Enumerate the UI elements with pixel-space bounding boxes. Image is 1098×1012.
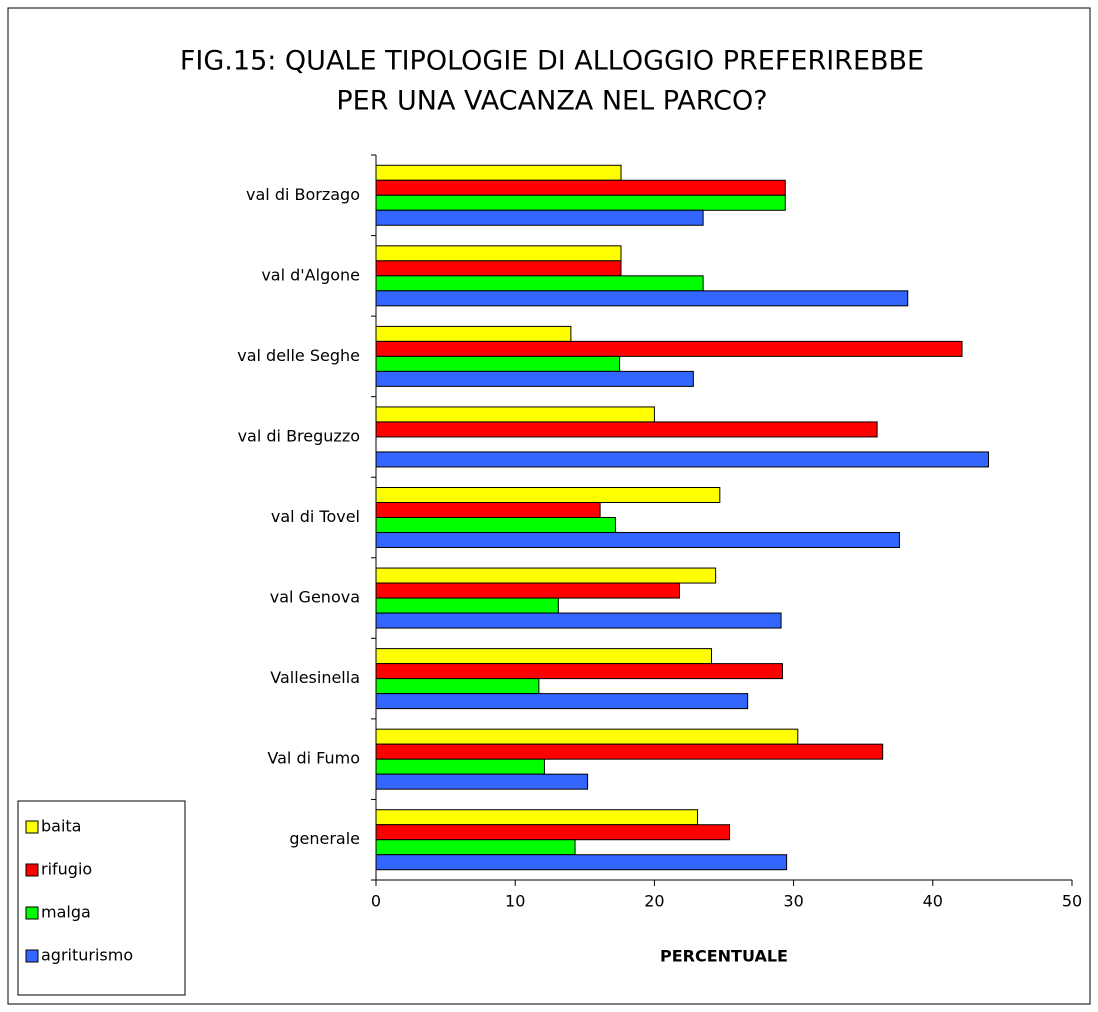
bar <box>375 487 721 503</box>
bar <box>375 355 621 372</box>
legend-swatch <box>25 863 39 877</box>
bar <box>375 275 704 292</box>
chart-title: FIG.15: QUALE TIPOLOGIE DI ALLOGGIO PREF… <box>180 46 924 77</box>
legend-swatch <box>25 949 39 963</box>
y-tick-label: val di Tovel <box>271 507 360 526</box>
bar <box>375 164 622 181</box>
legend-label: agriturismo <box>41 946 133 965</box>
y-tick-label: Vallesinella <box>270 668 360 687</box>
bar <box>375 612 782 629</box>
bar <box>375 678 540 695</box>
bar <box>375 290 909 307</box>
bar <box>375 728 799 745</box>
bar <box>375 743 884 760</box>
bar <box>375 406 655 423</box>
x-axis-title: PERCENTUALE <box>660 947 788 966</box>
x-tick-label: 20 <box>644 892 664 911</box>
bar <box>375 370 694 387</box>
bar <box>375 179 786 196</box>
bar <box>375 824 731 841</box>
bar <box>375 758 545 775</box>
chart-title: PER UNA VACANZA NEL PARCO? <box>336 86 767 117</box>
bar <box>375 517 616 533</box>
bar <box>375 245 622 262</box>
bar <box>375 839 576 856</box>
x-tick-label: 40 <box>923 892 943 911</box>
x-tick-label: 30 <box>783 892 803 911</box>
bar <box>375 421 878 438</box>
legend-swatch <box>25 820 39 834</box>
bar <box>375 597 559 614</box>
bar <box>375 260 622 277</box>
bar <box>375 209 704 226</box>
legend-label: rifugio <box>41 860 92 879</box>
y-tick-label: val di Borzago <box>246 185 360 204</box>
bar <box>375 854 788 871</box>
y-tick-label: val Genova <box>270 588 360 607</box>
bar <box>375 648 712 665</box>
y-tick-label: Val di Fumo <box>267 749 360 768</box>
x-tick-label: 10 <box>505 892 525 911</box>
bar <box>375 663 783 680</box>
chart-border <box>7 7 1091 1005</box>
bar <box>375 532 900 548</box>
bar <box>375 582 680 599</box>
legend-label: baita <box>41 817 81 836</box>
legend-label: malga <box>41 903 91 922</box>
y-tick-label: val d'Algone <box>261 265 360 284</box>
bar <box>375 194 786 211</box>
bar <box>375 809 699 826</box>
bar <box>375 773 589 790</box>
bar <box>375 325 572 342</box>
y-tick-label: generale <box>289 829 360 848</box>
legend-box <box>17 800 186 996</box>
y-tick-label: val di Breguzzo <box>238 426 360 445</box>
bar <box>375 567 717 584</box>
bar <box>375 340 963 357</box>
y-tick-label: val delle Seghe <box>237 346 360 365</box>
bar <box>375 502 601 518</box>
bar <box>375 693 749 710</box>
legend-swatch <box>25 906 39 920</box>
x-tick-label: 50 <box>1062 892 1082 911</box>
bar <box>375 451 989 468</box>
x-tick-label: 0 <box>371 892 381 911</box>
